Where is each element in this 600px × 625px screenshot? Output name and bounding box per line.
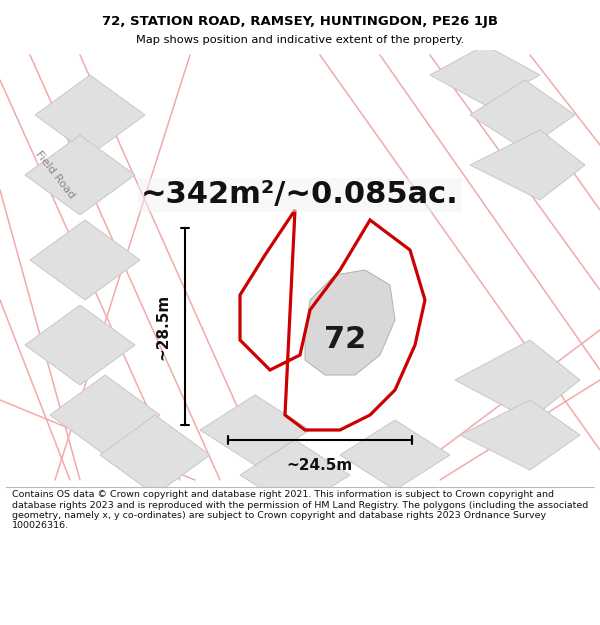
Polygon shape: [340, 420, 450, 490]
Polygon shape: [470, 130, 585, 200]
Text: ~342m²/~0.085ac.: ~342m²/~0.085ac.: [141, 181, 459, 209]
Polygon shape: [240, 440, 350, 510]
Polygon shape: [100, 415, 210, 495]
Polygon shape: [50, 375, 160, 455]
Text: 72: 72: [324, 326, 366, 354]
Polygon shape: [460, 400, 580, 470]
Polygon shape: [25, 135, 135, 215]
Text: 72, STATION ROAD, RAMSEY, HUNTINGDON, PE26 1JB: 72, STATION ROAD, RAMSEY, HUNTINGDON, PE…: [102, 15, 498, 28]
Polygon shape: [470, 80, 575, 150]
Text: ~28.5m: ~28.5m: [155, 294, 170, 360]
Text: Contains OS data © Crown copyright and database right 2021. This information is : Contains OS data © Crown copyright and d…: [12, 490, 588, 531]
Polygon shape: [35, 75, 145, 155]
Text: Map shows position and indicative extent of the property.: Map shows position and indicative extent…: [136, 35, 464, 45]
Polygon shape: [200, 395, 310, 465]
Text: ~24.5m: ~24.5m: [287, 458, 353, 473]
Polygon shape: [455, 340, 580, 420]
Polygon shape: [430, 45, 540, 105]
Polygon shape: [25, 305, 135, 385]
Polygon shape: [30, 220, 140, 300]
Text: Field Road: Field Road: [34, 149, 77, 201]
Polygon shape: [305, 270, 395, 375]
